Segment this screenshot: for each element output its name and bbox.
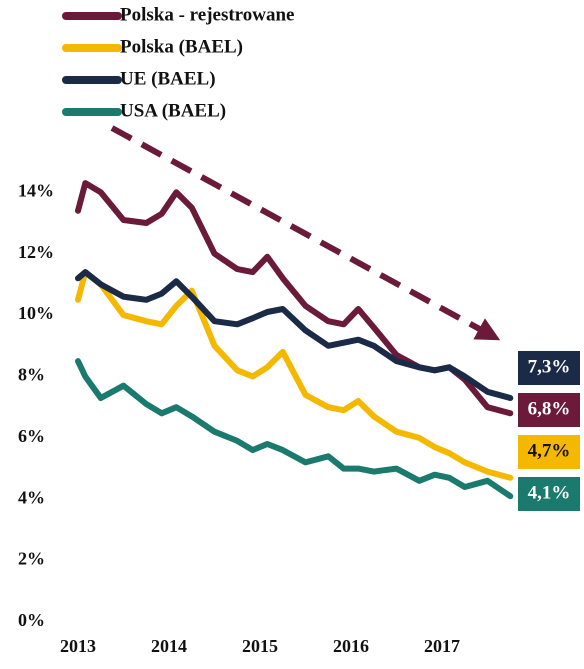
y-tick-label: 4% [18,487,45,507]
end-label: 4,1% [528,482,571,503]
series-line [75,358,514,500]
x-tick-label: 2016 [333,636,369,656]
legend-label: USA (BAEL) [120,100,226,121]
x-tick-label: 2013 [60,636,96,656]
legend-label: Polska - rejestrowane [120,4,295,25]
end-label-box [518,393,580,427]
legend-label: Polska (BAEL) [120,36,243,57]
trend-arrow [110,125,501,341]
y-tick-label: 8% [18,365,45,385]
series-line [75,269,514,401]
y-tick-label: 6% [18,426,45,446]
end-label-box [518,351,580,385]
x-tick-label: 2017 [424,636,460,656]
end-label: 6,8% [528,398,571,419]
y-tick-label: 0% [18,610,45,630]
end-label-box [518,477,580,511]
end-label: 7,3% [528,356,571,377]
y-tick-label: 14% [18,180,54,200]
series-line [75,269,514,481]
y-tick-label: 2% [18,549,45,569]
x-tick-label: 2015 [242,636,278,656]
x-tick-label: 2014 [151,636,187,656]
y-tick-label: 10% [18,303,54,323]
end-label: 4,7% [528,440,571,461]
end-label-box [518,435,580,469]
legend-label: UE (BAEL) [120,68,216,89]
y-tick-label: 12% [18,242,54,262]
